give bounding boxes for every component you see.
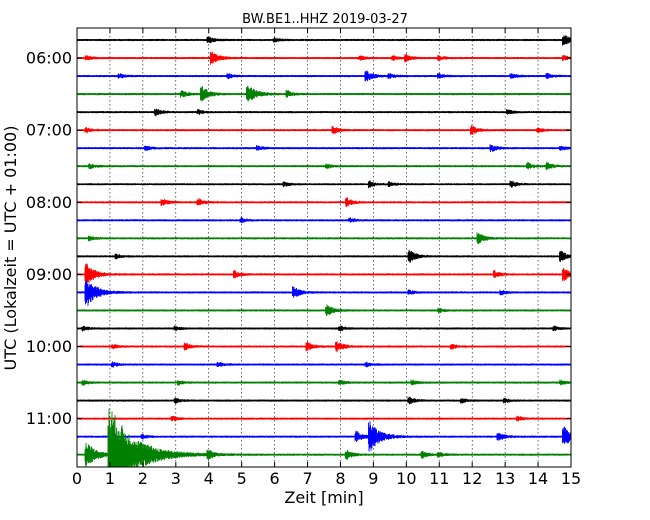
x-tick-label: 1 bbox=[105, 469, 115, 488]
x-tick-label: 9 bbox=[368, 469, 378, 488]
x-tick-label: 5 bbox=[237, 469, 247, 488]
chart-title: BW.BE1..HHZ 2019-03-27 bbox=[242, 12, 408, 27]
x-tick-label: 0 bbox=[72, 469, 82, 488]
x-tick-label: 4 bbox=[204, 469, 214, 488]
y-tick-label: 08:00 bbox=[26, 193, 72, 212]
grid-lines bbox=[109, 28, 539, 467]
y-tick-label: 10:00 bbox=[26, 337, 72, 356]
x-tick-label: 10 bbox=[396, 469, 416, 488]
y-tick-label: 11:00 bbox=[26, 409, 72, 428]
x-tick-label: 15 bbox=[561, 469, 581, 488]
x-tick-label: 8 bbox=[335, 469, 345, 488]
plot-frame bbox=[76, 27, 572, 468]
x-tick-label: 12 bbox=[462, 469, 482, 488]
y-tick-label: 06:00 bbox=[26, 49, 72, 68]
x-tick-label: 14 bbox=[528, 469, 548, 488]
x-tick-label: 7 bbox=[302, 469, 312, 488]
x-tick-label: 13 bbox=[495, 469, 515, 488]
x-tick-label: 2 bbox=[138, 469, 148, 488]
y-axis-ticks: 06:00 07:00 08:00 09:00 10:00 11:00 bbox=[26, 49, 571, 428]
y-axis-label: UTC (Lokalzeit = UTC + 01:00) bbox=[1, 126, 20, 371]
seismogram-traces bbox=[76, 35, 572, 467]
y-tick-label: 09:00 bbox=[26, 265, 72, 284]
x-axis-label: Zeit [min] bbox=[284, 488, 363, 507]
x-tick-label: 3 bbox=[171, 469, 181, 488]
x-axis-ticks: 0 1 2 3 4 5 6 7 8 9 10 11 12 13 14 15 bbox=[72, 28, 581, 488]
x-tick-label: 11 bbox=[429, 469, 449, 488]
y-tick-label: 07:00 bbox=[26, 121, 72, 140]
x-tick-label: 6 bbox=[270, 469, 280, 488]
